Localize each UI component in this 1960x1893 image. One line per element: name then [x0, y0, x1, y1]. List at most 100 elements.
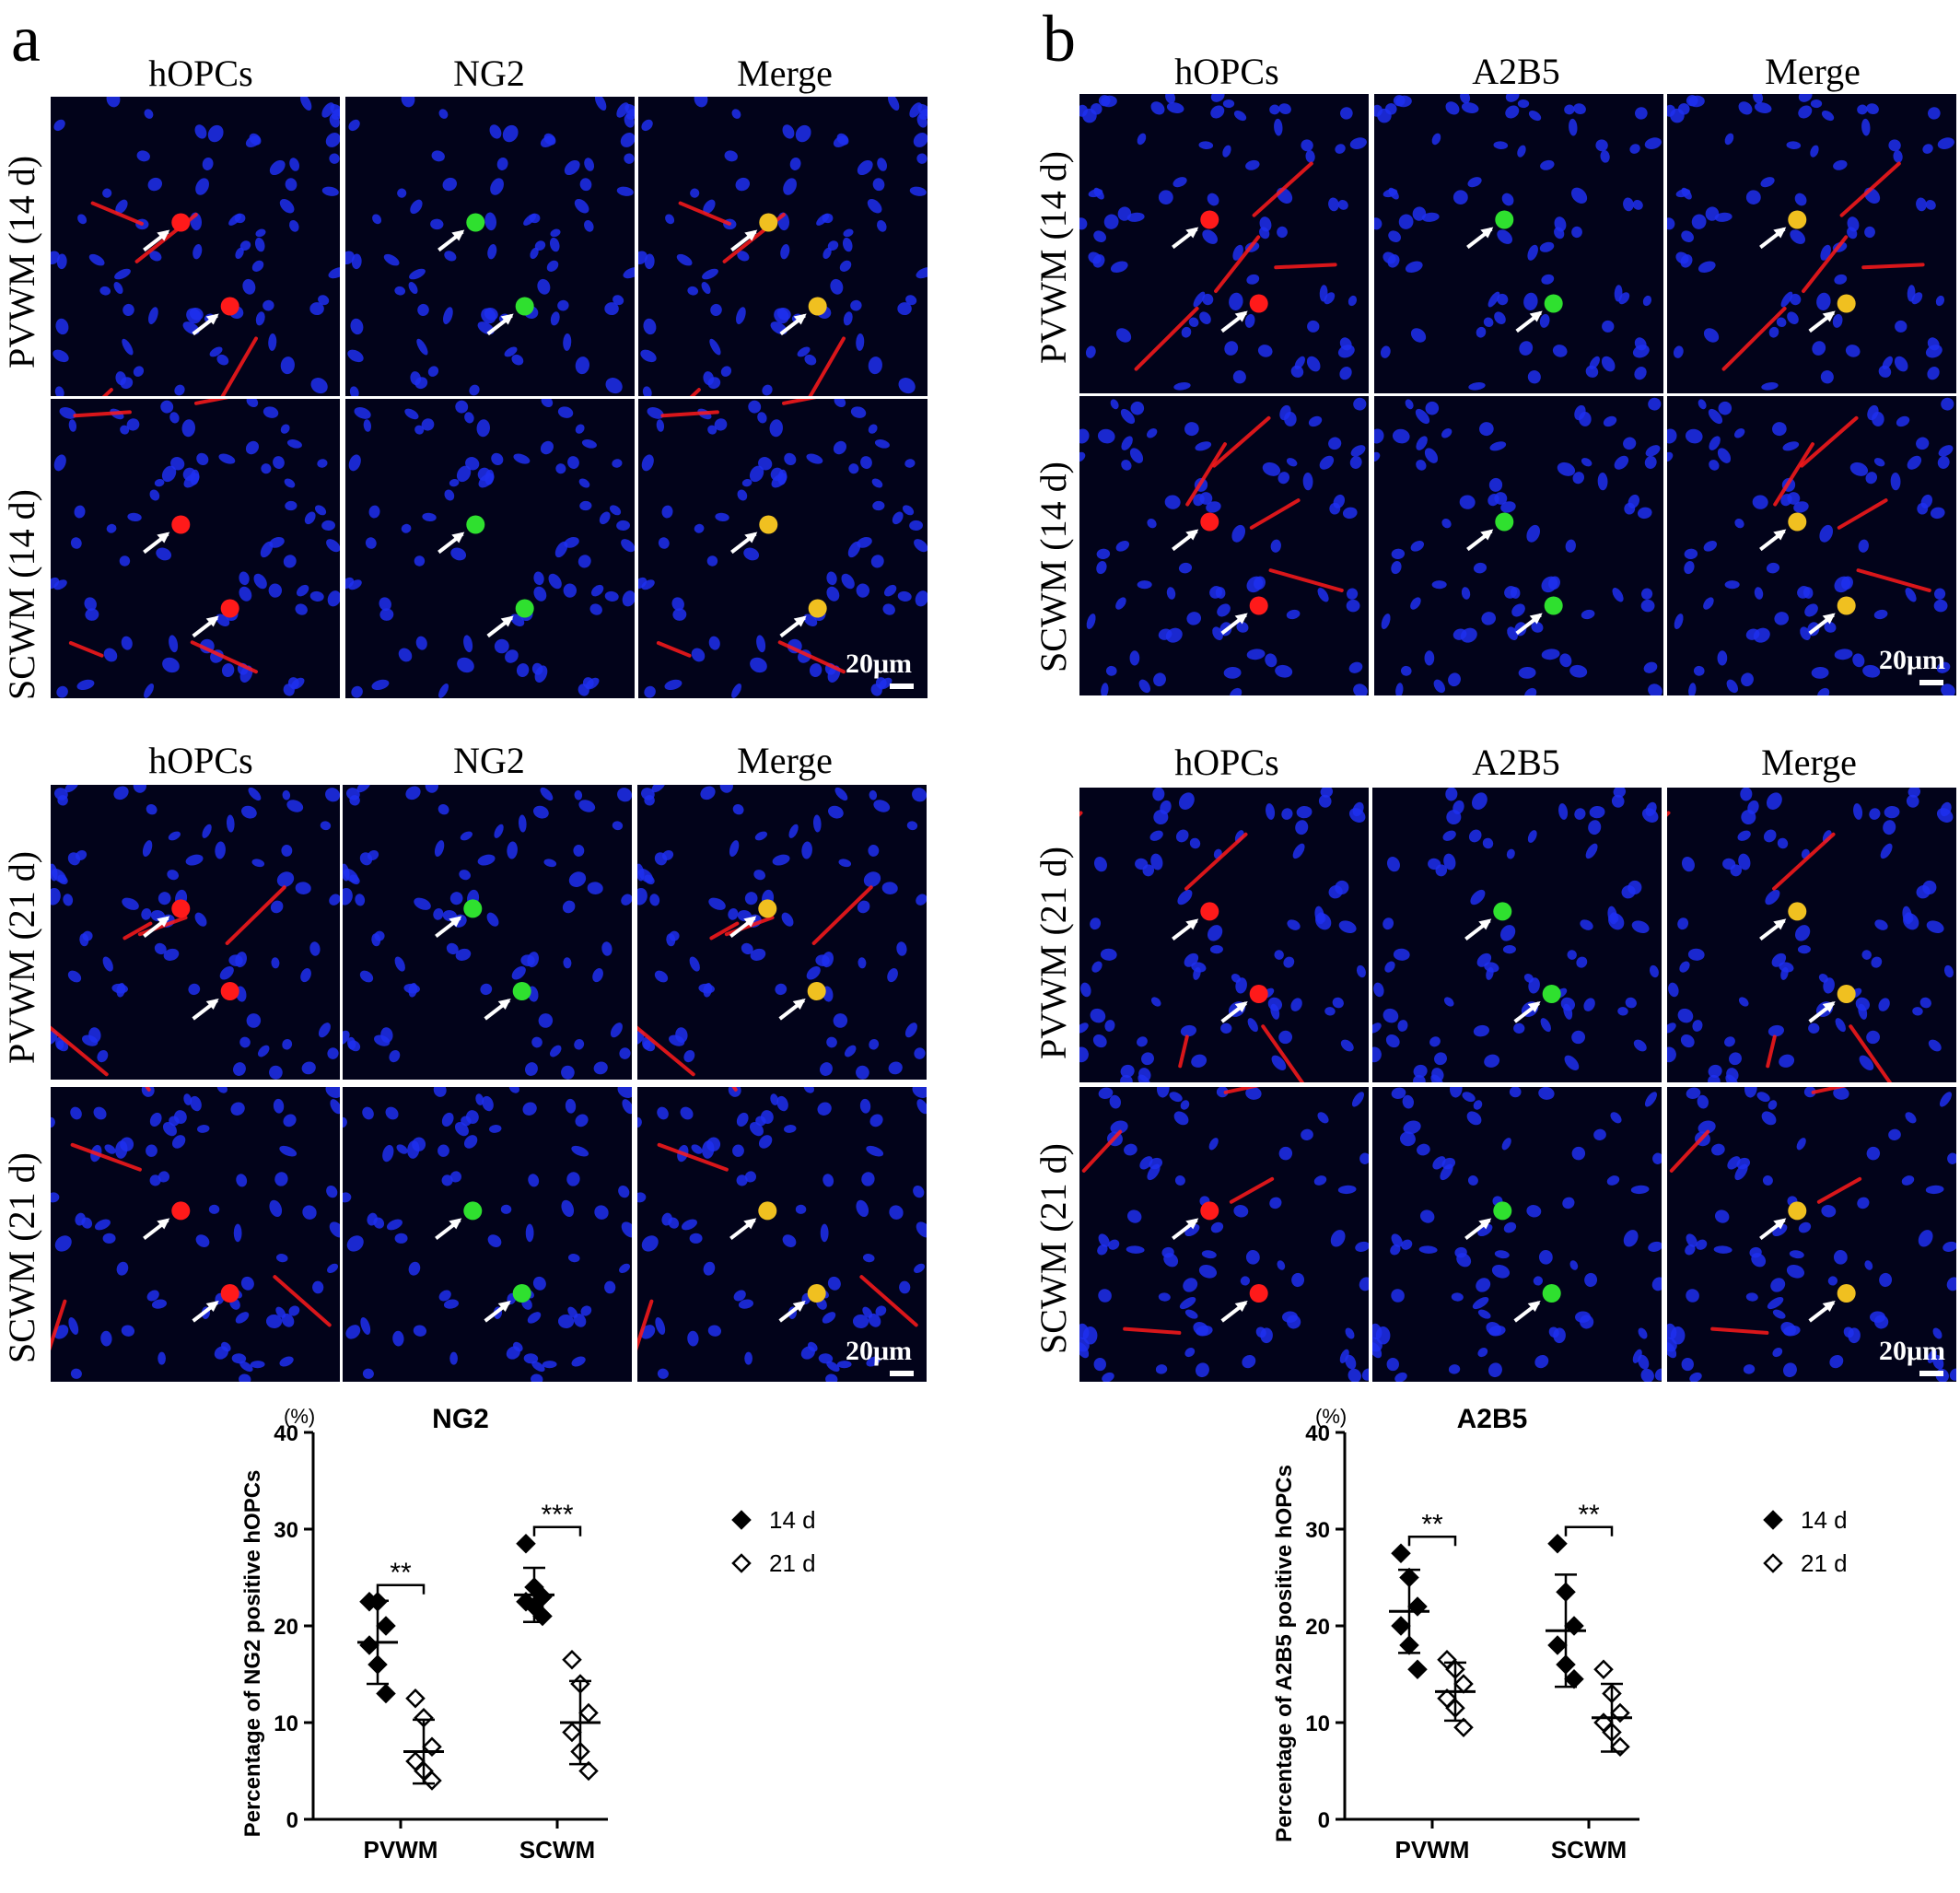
micrograph-b-bottom-row1-hopcs: [1079, 788, 1369, 1082]
a2b5-legend-marker: [1763, 1553, 1783, 1573]
micrograph-a-top-row2-marker: [345, 399, 635, 698]
ng2-sig-bracket: [376, 1583, 426, 1595]
micrograph-b-top-row1-hopcs: [1079, 94, 1369, 393]
micrograph-b-top-row2-marker: [1374, 396, 1663, 695]
micrograph-a-bottom-row1-merge: [637, 785, 927, 1080]
a2b5-point: [1564, 1668, 1584, 1689]
micrograph-b-bottom-row2-merge: [1667, 1087, 1956, 1382]
col-title-b-bottom-hopcs: hOPCs: [1174, 742, 1279, 783]
a2b5-point: [1453, 1717, 1474, 1738]
row-label-a-scwm-21d: SCWM (21 d): [1, 1152, 42, 1363]
col-title-b-top-hopcs: hOPCs: [1174, 51, 1279, 92]
micrograph-b-bottom-row2-hopcs: [1079, 1087, 1369, 1382]
ng2-legend-marker: [731, 1553, 752, 1573]
a2b5-ytick-label: 40: [1305, 1421, 1330, 1446]
ng2-yunit: (%): [284, 1405, 315, 1428]
a2b5-category-label: SCWM: [1551, 1836, 1627, 1864]
a2b5-sig-bracket: [1407, 1536, 1457, 1547]
ng2-point: [516, 1533, 536, 1554]
ng2-ytick-label: 10: [274, 1712, 298, 1736]
ng2-ytick-label: 30: [274, 1518, 298, 1543]
a2b5-yunit: (%): [1315, 1405, 1347, 1428]
scalebar-a-bottom: 20μm: [846, 1336, 912, 1366]
panel-letter-a: a: [11, 2, 41, 76]
ng2-point: [578, 1702, 599, 1724]
col-title-a-bottom-merge: Merge: [737, 740, 833, 781]
ng2-category-label: PVWM: [364, 1836, 438, 1864]
a2b5-title: A2B5: [1457, 1405, 1528, 1434]
ng2-legend-label: 14 d: [769, 1506, 816, 1534]
ng2-point: [359, 1635, 379, 1655]
scalebar-a-top: 20μm: [846, 649, 912, 679]
row-label-b-scwm-14d: SCWM (14 d): [1032, 462, 1074, 672]
col-title-a-top-hopcs: hOPCs: [148, 53, 253, 94]
micrograph-a-top-row2-hopcs: [51, 399, 340, 698]
a2b5-sig-bracket: [1564, 1525, 1614, 1537]
col-title-a-top-merge: Merge: [737, 53, 833, 94]
a2b5-ylabel: Percentage of A2B5 positive hOPCs: [1272, 1465, 1297, 1842]
a2b5-point: [1453, 1674, 1474, 1694]
ng2-point: [376, 1616, 396, 1636]
ng2-point: [562, 1649, 582, 1670]
micrograph-b-top-row1-marker: [1374, 94, 1663, 393]
a2b5-sig-label: **: [1421, 1509, 1443, 1539]
row-label-b-pvwm-14d: PVWM (14 d): [1032, 150, 1074, 364]
micrograph-a-top-row1-merge: [638, 97, 928, 396]
scalebar-line-b-bottom: [1919, 1371, 1943, 1376]
a2b5-ytick-label: 10: [1305, 1712, 1330, 1736]
ng2-legend-marker: [731, 1510, 752, 1530]
row-label-a-pvwm-14d: PVWM (14 d): [1, 155, 42, 368]
micrograph-a-bottom-row2-marker: [343, 1087, 632, 1382]
scalebar-b-top: 20μm: [1879, 645, 1945, 675]
micrograph-b-top-row2-hopcs: [1079, 396, 1369, 695]
row-label-a-pvwm-21d: PVWM (21 d): [1, 850, 42, 1064]
a2b5-category-label: PVWM: [1395, 1836, 1470, 1864]
a2b5-ytick-label: 0: [1318, 1808, 1330, 1833]
col-title-a-bottom-hopcs: hOPCs: [148, 740, 253, 781]
a2b5-sig-label: **: [1578, 1500, 1600, 1530]
micrograph-a-top-row1-hopcs: [51, 97, 340, 396]
panel-letter-b: b: [1043, 2, 1076, 76]
micrograph-b-top-row2-merge: [1667, 396, 1956, 695]
ng2-point: [562, 1722, 582, 1743]
ng2-legend-label: 21 d: [769, 1549, 816, 1577]
scalebar-line-a-top: [890, 684, 914, 689]
ng2-point: [532, 1606, 553, 1627]
micrograph-b-bottom-row2-marker: [1372, 1087, 1662, 1382]
micrograph-a-bottom-row1-marker: [343, 785, 632, 1080]
a2b5-ytick-label: 20: [1305, 1615, 1330, 1640]
ng2-point: [422, 1770, 442, 1791]
ng2-point: [578, 1760, 599, 1782]
micrograph-b-bottom-row1-marker: [1372, 788, 1662, 1082]
row-label-a-scwm-14d: SCWM (14 d): [1, 489, 42, 700]
ng2-title: NG2: [432, 1405, 489, 1434]
ng2-sig-bracket: [532, 1525, 582, 1537]
col-title-b-bottom-a2b5: A2B5: [1472, 742, 1560, 783]
col-title-a-top-ng2: NG2: [453, 53, 525, 94]
ng2-category-label: SCWM: [519, 1836, 595, 1864]
col-title-a-bottom-ng2: NG2: [453, 740, 525, 781]
row-label-b-scwm-21d: SCWM (21 d): [1032, 1143, 1074, 1354]
ng2-point: [376, 1683, 396, 1704]
micrograph-b-bottom-row1-merge: [1667, 788, 1956, 1082]
row-label-b-pvwm-21d: PVWM (21 d): [1032, 846, 1074, 1059]
col-title-b-top-merge: Merge: [1765, 51, 1861, 92]
micrograph-a-bottom-row2-hopcs: [51, 1087, 340, 1382]
scalebar-line-a-bottom: [890, 1371, 914, 1376]
col-title-b-top-a2b5: A2B5: [1472, 51, 1560, 92]
ng2-ytick-label: 40: [274, 1421, 298, 1446]
a2b5-point: [1391, 1616, 1411, 1636]
ng2-sig-label: ***: [541, 1500, 573, 1530]
ng2-point: [405, 1688, 426, 1709]
a2b5-point: [1547, 1533, 1568, 1554]
chart-a2b5: A2B5 (%) Percentage of A2B5 positive hOPCs…: [1272, 1405, 1848, 1864]
a2b5-legend-marker: [1763, 1510, 1783, 1530]
a2b5-point: [1547, 1635, 1568, 1655]
a2b5-ytick-label: 30: [1305, 1518, 1330, 1543]
micrograph-a-top-row1-marker: [345, 97, 635, 396]
scalebar-line-b-top: [1919, 680, 1943, 685]
chart-ng2: NG2 (%) Percentage of NG2 positive hOPCs 0 1…: [240, 1405, 816, 1864]
ng2-ytick-label: 0: [286, 1808, 298, 1833]
a2b5-legend-label: 14 d: [1801, 1506, 1848, 1534]
